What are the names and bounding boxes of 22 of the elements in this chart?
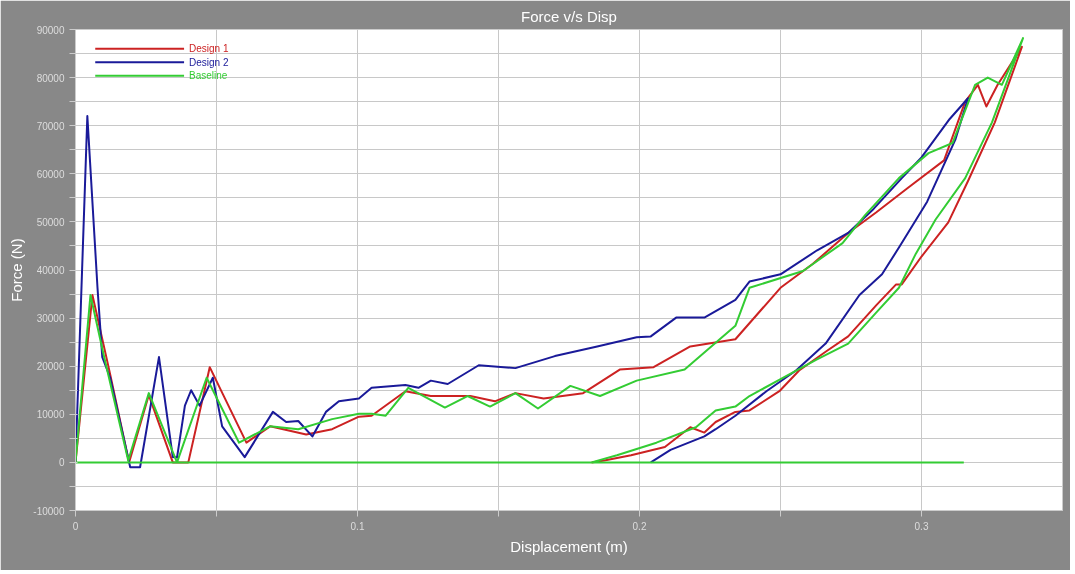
x-tick-label: 0.1 [350, 520, 365, 532]
y-tick-label: -10000 [33, 505, 65, 517]
x-tick-label: 0.3 [914, 520, 929, 532]
line-series [75, 97, 970, 469]
x-tick-label: 0 [72, 520, 79, 532]
chart-title: Force v/s Disp [521, 7, 617, 25]
y-tick-label: 70000 [36, 120, 65, 132]
y-tick-label: 10000 [36, 409, 65, 421]
x-tick-label: 0.2 [632, 520, 647, 532]
y-tick-label: 90000 [36, 24, 65, 36]
y-tick-label: 80000 [36, 72, 65, 84]
text: Baseline [189, 70, 228, 82]
text: Design 2 [189, 56, 229, 68]
y-tick-label: 40000 [36, 265, 65, 276]
x-axis-title: Displacement (m) [510, 537, 628, 555]
y-tick-label: 0 [58, 457, 65, 469]
y-tick-label: 30000 [36, 313, 65, 325]
y-tick-label: 20000 [36, 361, 65, 373]
y-tick-label: 50000 [36, 216, 65, 228]
text: Design 1 [189, 43, 229, 55]
y-axis-title: Force (N) [8, 238, 26, 302]
y-tick-label: 60000 [36, 168, 65, 180]
